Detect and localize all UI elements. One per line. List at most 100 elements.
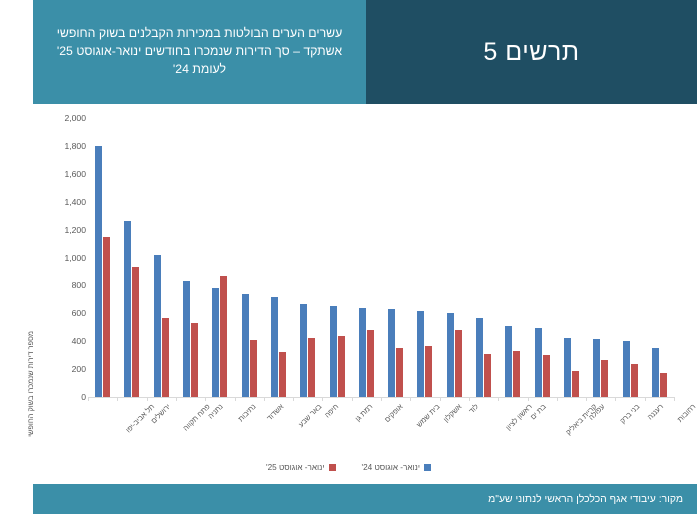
x-axis-category-label: לוד [467, 402, 481, 416]
bar-series-2024 [534, 327, 542, 397]
bar-series-2024 [388, 309, 396, 397]
x-axis-category-label: בני ברק [617, 402, 642, 426]
x-axis-tick [644, 397, 646, 401]
legend-item[interactable]: ינואר- אוגוסט 25' [266, 463, 336, 472]
x-axis-category-label: חיפה [322, 402, 340, 420]
bar-series-2024 [593, 339, 601, 397]
bar-series-2025 [308, 337, 316, 397]
bar-series-2024 [153, 255, 161, 397]
x-axis-tick [674, 397, 675, 401]
bar-series-2025 [191, 323, 199, 397]
x-axis-tick [175, 397, 177, 401]
header-left-gap [0, 0, 33, 104]
x-axis-tick [381, 397, 382, 401]
bar-series-2024 [183, 281, 191, 397]
bar-series-2025 [425, 346, 433, 397]
footer-left-gap [0, 484, 33, 514]
x-axis-category-label: רעננה [645, 402, 666, 422]
x-axis-category-label: אשדוד [264, 402, 286, 423]
x-axis-tick [439, 397, 441, 401]
x-axis-category-label: רחובות [675, 402, 697, 424]
bar-series-2024 [358, 308, 366, 397]
y-axis-tick-label: 1,200 [64, 224, 86, 235]
bar-series-2024 [446, 313, 454, 397]
x-axis-tick [234, 397, 236, 401]
header-subtitle-panel: עשרים הערים הבולטות במכירות הקבלנים בשוק… [33, 0, 366, 104]
bar-series-2024 [329, 305, 337, 397]
bar-group [176, 118, 205, 397]
bar-series-2024 [505, 325, 513, 397]
y-axis-tick-label: 2,000 [64, 113, 86, 123]
bar-series-2024 [270, 297, 278, 397]
bar-series-2024 [622, 341, 630, 397]
x-axis-category-label: ראשון לציון [503, 402, 534, 433]
bar-series-2025 [454, 330, 462, 397]
legend-swatch-icon [328, 463, 336, 471]
bar-group [557, 118, 586, 397]
bar-group [88, 118, 117, 397]
x-axis-tick [263, 397, 265, 401]
bar-group [293, 118, 322, 397]
bar-group [381, 118, 410, 397]
y-axis-tick-label: 200 [71, 364, 86, 375]
y-axis-tick-label: 1,600 [64, 168, 86, 179]
bar-group [410, 118, 439, 397]
bar-series-2025 [542, 355, 550, 397]
bar-group [586, 118, 615, 397]
bar-series-2025 [571, 370, 579, 397]
bar-series-2024 [241, 293, 249, 397]
y-axis-tick-label: 1,000 [64, 252, 86, 263]
source-text: מקור: עיבודי אגף הכלכלן הראשי לנתוני שע"… [488, 493, 683, 505]
bar-series-2025 [396, 348, 404, 397]
legend-item[interactable]: ינואר- אוגוסט 24' [361, 462, 431, 472]
bar-series-2025 [132, 267, 140, 397]
x-axis-category-label: פתח תקווה [181, 402, 212, 433]
bar-series-2025 [161, 317, 169, 397]
bar-series-2024 [476, 317, 484, 397]
bar-group [117, 118, 146, 397]
legend-item-label: ינואר- אוגוסט 24' [361, 462, 421, 472]
bar-series-2025 [601, 360, 609, 397]
bar-series-2025 [103, 236, 111, 397]
bar-group [498, 118, 527, 397]
x-axis-tick [586, 397, 588, 401]
slide-header: עשרים הערים הבולטות במכירות הקבלנים בשוק… [0, 0, 697, 104]
x-axis-tick [468, 397, 470, 401]
bar-group [322, 118, 351, 397]
x-axis-tick [351, 397, 353, 401]
bar-series-2025 [630, 363, 638, 397]
bar-group [645, 118, 674, 397]
x-axis-tick [88, 397, 89, 401]
bar-series-2025 [659, 372, 667, 397]
page-title: תרשים 5 [483, 37, 580, 66]
x-axis-tick [527, 397, 529, 401]
bar-group [264, 118, 293, 397]
bar-series-2025 [278, 352, 286, 397]
x-axis-tick [205, 397, 207, 401]
x-axis-category-label: אופקים [382, 402, 405, 425]
x-axis-tick [498, 397, 500, 401]
y-axis-tick-label: 400 [71, 336, 86, 347]
x-axis-tick [322, 397, 324, 401]
x-axis-category-label: רמת גן [353, 402, 375, 424]
bar-group [205, 118, 234, 397]
bar-group [235, 118, 264, 397]
plot-area [88, 118, 674, 397]
x-axis-tick [293, 397, 295, 401]
legend-item-label: ינואר- אוגוסט 25' [266, 462, 325, 472]
bar-group [440, 118, 469, 397]
x-axis-category-label: נתיבות [236, 402, 258, 424]
bar-group [528, 118, 557, 397]
x-axis-category-labels: תל אביב-יפו ירושלים פתח תקווה נתניה נתיבות אש… [88, 402, 697, 464]
bar-series-2025 [484, 353, 492, 397]
x-axis-category-label: אשקלון [441, 402, 464, 424]
y-axis-tick-label: 0 [81, 392, 86, 402]
y-axis-tick-label: 1,800 [64, 140, 86, 151]
bar-series-2024 [124, 220, 132, 397]
bar-series-2025 [249, 339, 257, 397]
x-axis-tick [410, 397, 412, 401]
bar-series-2024 [563, 337, 571, 397]
chart-subtitle: עשרים הערים הבולטות במכירות הקבלנים בשוק… [56, 26, 343, 76]
bar-series-2024 [95, 145, 103, 397]
bar-group [147, 118, 176, 397]
